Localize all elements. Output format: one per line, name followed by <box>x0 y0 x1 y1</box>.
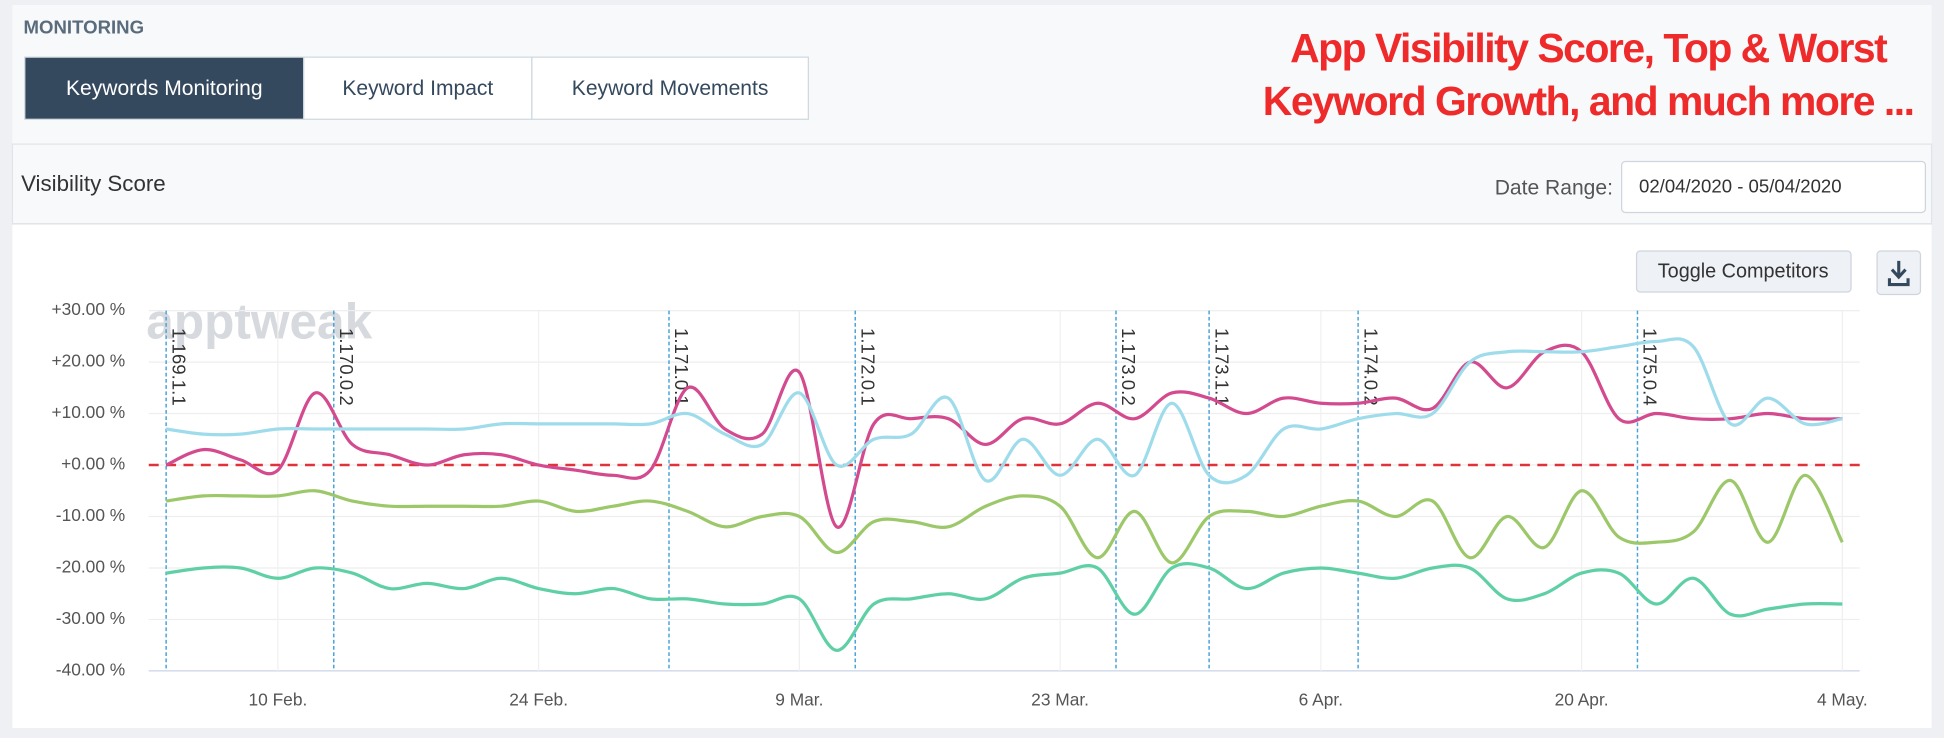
tab[interactable] <box>531 56 809 120</box>
section-bar <box>11 143 1933 225</box>
header-title: MONITORING <box>24 16 144 37</box>
y-tick-label: -30.00 % <box>56 608 125 628</box>
tab[interactable] <box>24 56 305 120</box>
plot: apptweak -40.00 % -30.00 % -20.00 % -10.00 %… <box>51 294 1867 710</box>
x-tick-label: 24 Feb. <box>509 689 568 709</box>
toggle-button[interactable] <box>1635 250 1852 293</box>
y-tick-label: -20.00 % <box>56 557 125 577</box>
date-range-label: Date Range: <box>1495 176 1613 199</box>
y-tick-label: +20.00 % <box>51 351 125 371</box>
version-label: 1.169.1.1 <box>168 328 189 406</box>
tab-label[interactable]: Keyword Impact <box>342 77 493 100</box>
y-tick-label: +0.00 % <box>61 454 125 474</box>
watermark: apptweak <box>146 294 372 350</box>
y-tick-label: -10.00 % <box>56 505 125 525</box>
tab[interactable] <box>303 56 533 120</box>
version-label: 1.175.0.4 <box>1640 328 1661 406</box>
series-line <box>165 562 1843 652</box>
x-tick-label: 10 Feb. <box>248 689 307 709</box>
version-label: 1.173.1.1 <box>1211 328 1232 406</box>
version-label: 1.173.0.2 <box>1118 328 1139 406</box>
download-icon <box>1887 260 1910 287</box>
tab-label[interactable]: Keyword Movements <box>572 77 769 100</box>
version-label: 1.170.0.2 <box>336 328 357 406</box>
x-tick-label: 4 May. <box>1817 689 1868 709</box>
annotation-line: App Visibility Score, Top & Worst <box>1290 25 1888 71</box>
x-tick-label: 20 Apr. <box>1555 689 1609 709</box>
series-line <box>165 337 1843 485</box>
tab-bar: Keywords Monitoring Keyword Impact Keyword… <box>24 56 809 120</box>
version-label: 1.174.0.2 <box>1360 328 1381 406</box>
y-tick-label: +10.00 % <box>51 402 125 422</box>
version-label: 1.172.0.1 <box>857 328 878 406</box>
x-tick-label: 23 Mar. <box>1031 689 1089 709</box>
annotation-line: Keyword Growth, and much more ... <box>1263 78 1914 124</box>
toggle-button-label[interactable]: Toggle Competitors <box>1658 260 1829 282</box>
series-line <box>165 343 1843 529</box>
y-tick-label: -40.00 % <box>56 659 125 679</box>
series-line <box>165 473 1844 565</box>
date-range-value[interactable]: 02/04/2020 - 05/04/2020 <box>1639 176 1842 197</box>
y-tick-label: +30.00 % <box>51 299 125 319</box>
x-tick-label: 6 Apr. <box>1299 689 1343 709</box>
section-title: Visibility Score <box>21 171 166 196</box>
date-range-input[interactable] <box>1621 160 1927 214</box>
tab-label[interactable]: Keywords Monitoring <box>66 77 263 100</box>
chart-panel <box>12 224 1932 729</box>
x-tick-label: 9 Mar. <box>775 689 823 709</box>
version-label: 1.171.0.1 <box>671 328 692 406</box>
